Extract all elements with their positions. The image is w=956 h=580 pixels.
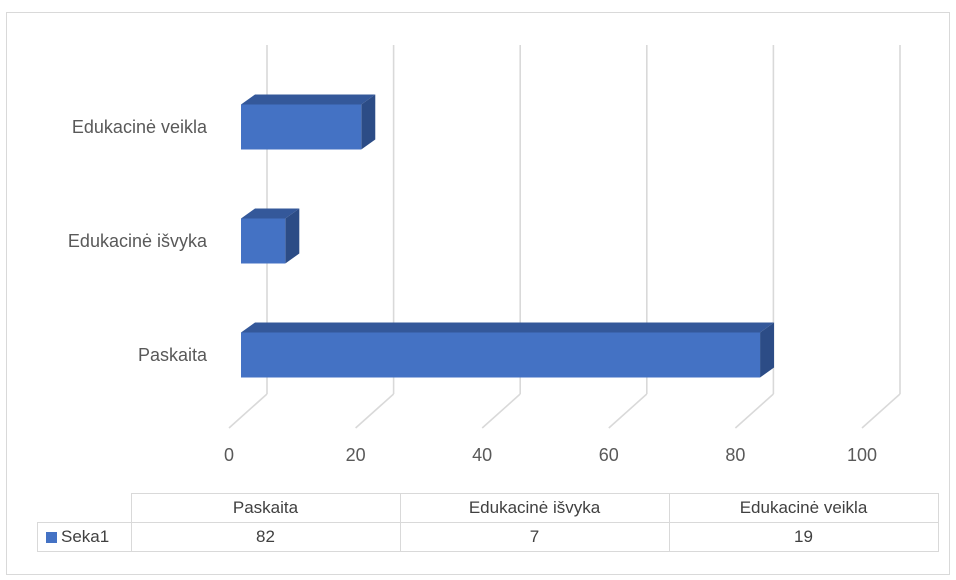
bar-side-face (760, 322, 775, 378)
x-tick-label: 20 (346, 445, 366, 465)
data-table-header-cell: Paskaita (130, 493, 401, 523)
data-table-row: Seka1 82 7 19 (37, 522, 939, 552)
data-table-value-cell: 19 (668, 522, 939, 552)
x-tick-label: 100 (847, 445, 877, 465)
floor-gridline (355, 393, 395, 429)
floor-gridline (608, 393, 648, 429)
y-category-label: Edukacinė išvyka (68, 231, 208, 251)
bar-side-face (285, 208, 300, 264)
floor-gridline (481, 393, 521, 429)
data-table-header-row: Paskaita Edukacinė išvyka Edukacinė veik… (37, 493, 939, 523)
floor-gridline (734, 393, 774, 429)
bar-top-face (241, 322, 775, 333)
x-tick-label: 80 (725, 445, 745, 465)
floor-gridline (228, 393, 268, 429)
bar (241, 218, 286, 264)
data-table-header-cell: Edukacinė išvyka (399, 493, 670, 523)
data-table-series-name: Seka1 (61, 527, 110, 546)
bar (241, 332, 761, 378)
bar-top-face (241, 94, 376, 105)
x-tick-label: 40 (472, 445, 492, 465)
data-table-value-cell: 82 (130, 522, 401, 552)
chart-frame (6, 12, 950, 575)
data-table-value-cell: 7 (399, 522, 670, 552)
bar-chart-plot: 0 20 40 60 80 100 Paskaita Edukacinė išvyka Eduk… (68, 45, 901, 465)
series-swatch (46, 532, 57, 543)
bar-top-face (241, 208, 300, 219)
floor-gridline (861, 393, 901, 429)
x-tick-label: 0 (224, 445, 234, 465)
x-tick-label: 60 (599, 445, 619, 465)
data-table: Paskaita Edukacinė išvyka Edukacinė veik… (37, 493, 939, 552)
bar (241, 104, 362, 150)
y-category-label: Edukacinė veikla (72, 117, 208, 137)
data-table-corner (37, 493, 132, 523)
data-table-series-cell: Seka1 (37, 522, 132, 552)
y-category-label: Paskaita (138, 345, 208, 365)
bar-side-face (361, 94, 376, 150)
data-table-header-cell: Edukacinė veikla (668, 493, 939, 523)
